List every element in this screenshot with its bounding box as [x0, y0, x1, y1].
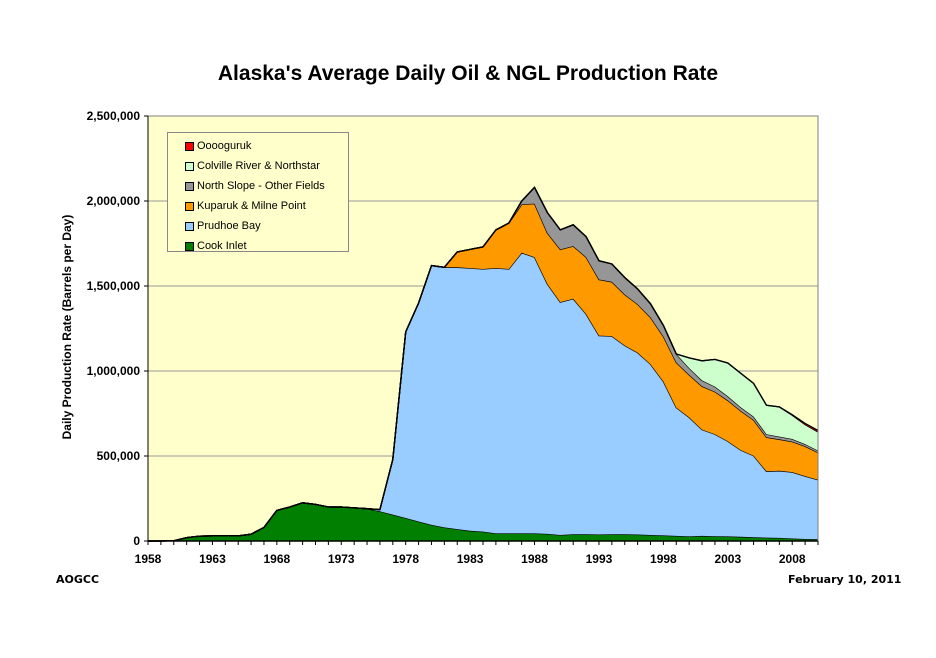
svg-text:1998: 1998	[650, 552, 677, 566]
legend-label: Ooooguruk	[197, 140, 252, 152]
svg-text:1993: 1993	[586, 552, 613, 566]
svg-text:2,000,000: 2,000,000	[87, 194, 141, 208]
stacked-areas	[148, 186, 819, 542]
legend-label: North Slope - Other Fields	[197, 180, 325, 192]
svg-text:2003: 2003	[714, 552, 741, 566]
svg-text:2008: 2008	[779, 552, 806, 566]
y-axis-label: Daily Production Rate (Barrels per Day)	[60, 214, 74, 440]
legend-label: Colville River & Northstar	[197, 160, 320, 172]
svg-text:2,500,000: 2,500,000	[87, 109, 141, 123]
svg-text:1973: 1973	[328, 552, 355, 566]
svg-text:1983: 1983	[457, 552, 484, 566]
legend-swatch-icon	[185, 221, 194, 231]
legend-item-oooguruk: Ooooguruk	[185, 136, 348, 156]
legend-item-colville: Colville River & Northstar	[185, 156, 348, 176]
source-label: AOGCC	[56, 573, 100, 586]
svg-text:1,000,000: 1,000,000	[87, 364, 141, 378]
legend-swatch-icon	[185, 161, 194, 171]
svg-text:0: 0	[133, 534, 140, 548]
legend-swatch-icon	[185, 181, 194, 191]
legend-item-north-slope-other: North Slope - Other Fields	[185, 176, 348, 196]
svg-text:1,500,000: 1,500,000	[87, 279, 141, 293]
svg-text:1958: 1958	[135, 552, 162, 566]
axes: 0 500,000 1,000,000 1,500,000 2,000,000 2,500…	[87, 109, 819, 566]
date-label: February 10, 2011	[788, 573, 902, 586]
svg-text:1963: 1963	[199, 552, 226, 566]
svg-text:1978: 1978	[392, 552, 419, 566]
legend-item-kuparuk: Kuparuk & Milne Point	[185, 196, 348, 216]
svg-text:1988: 1988	[521, 552, 548, 566]
legend-swatch-icon	[185, 201, 194, 211]
legend-label: Kuparuk & Milne Point	[197, 200, 306, 212]
svg-text:500,000: 500,000	[97, 449, 141, 463]
legend-swatch-icon	[185, 241, 194, 251]
legend-swatch-icon	[185, 141, 194, 151]
legend: Ooooguruk Colville River & Northstar Nor…	[167, 132, 349, 252]
legend-label: Prudhoe Bay	[197, 220, 261, 232]
legend-item-prudhoe: Prudhoe Bay	[185, 216, 348, 236]
legend-label: Cook Inlet	[197, 240, 247, 252]
legend-item-cook-inlet: Cook Inlet	[185, 236, 348, 256]
chart-title: Alaska's Average Daily Oil & NGL Product…	[217, 62, 719, 85]
svg-text:1968: 1968	[263, 552, 290, 566]
